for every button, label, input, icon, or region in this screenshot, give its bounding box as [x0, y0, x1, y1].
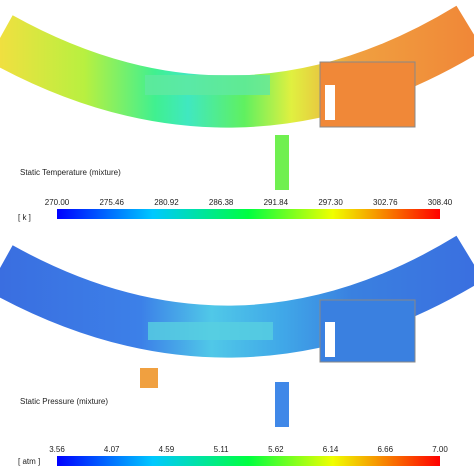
hot-spot — [140, 368, 158, 388]
colorbar — [57, 456, 440, 466]
tick-label: 275.46 — [99, 198, 124, 207]
tick-label: 270.00 — [45, 198, 70, 207]
unit: [ k ] — [18, 213, 31, 222]
tick-label: 4.07 — [104, 445, 120, 454]
unit: [ atm ] — [18, 457, 40, 466]
tick-label: 308.40 — [428, 198, 453, 207]
tick-label: 4.59 — [159, 445, 175, 454]
stub — [275, 135, 289, 190]
slot — [325, 322, 335, 357]
pressure-contour — [0, 235, 474, 427]
tick-label: 6.14 — [323, 445, 339, 454]
tick-label: 3.56 — [49, 445, 65, 454]
tick-label: 291.84 — [264, 198, 289, 207]
slot — [325, 85, 335, 120]
tick-label: 5.62 — [268, 445, 284, 454]
block — [145, 75, 270, 95]
block — [148, 322, 273, 340]
tick-label: 5.11 — [214, 445, 230, 454]
colorbar — [57, 209, 440, 219]
tick-label: 7.00 — [432, 445, 448, 454]
tick-label: 302.76 — [373, 198, 398, 207]
tick-label: 280.92 — [154, 198, 179, 207]
block — [319, 299, 416, 363]
temperature-contour — [0, 5, 474, 190]
block — [319, 61, 416, 128]
panel-title: Static Pressure (mixture) — [20, 397, 108, 406]
tick-label: 286.38 — [209, 198, 234, 207]
stub — [275, 382, 289, 427]
panel-title: Static Temperature (mixture) — [20, 168, 121, 177]
tick-label: 6.66 — [377, 445, 393, 454]
tick-label: 297.30 — [318, 198, 343, 207]
